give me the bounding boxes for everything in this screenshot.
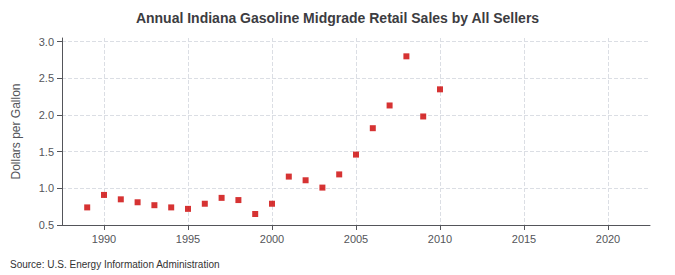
svg-text:2010: 2010 xyxy=(428,233,452,245)
svg-text:1990: 1990 xyxy=(92,233,116,245)
svg-text:2015: 2015 xyxy=(512,233,536,245)
svg-text:Source: U.S. Energy Informatio: Source: U.S. Energy Information Administ… xyxy=(10,259,220,270)
svg-text:2000: 2000 xyxy=(260,233,284,245)
svg-text:1995: 1995 xyxy=(176,233,200,245)
svg-text:3.0: 3.0 xyxy=(39,36,54,48)
svg-text:0.5: 0.5 xyxy=(39,219,54,231)
svg-text:1.0: 1.0 xyxy=(39,182,54,194)
svg-text:2.5: 2.5 xyxy=(39,72,54,84)
svg-text:Dollars per Gallon: Dollars per Gallon xyxy=(9,83,23,179)
svg-text:1.5: 1.5 xyxy=(39,146,54,158)
svg-text:2020: 2020 xyxy=(596,233,620,245)
svg-text:2.0: 2.0 xyxy=(39,109,54,121)
svg-text:Annual Indiana Gasoline Midgra: Annual Indiana Gasoline Midgrade Retail … xyxy=(136,10,539,26)
svg-text:2005: 2005 xyxy=(344,233,368,245)
